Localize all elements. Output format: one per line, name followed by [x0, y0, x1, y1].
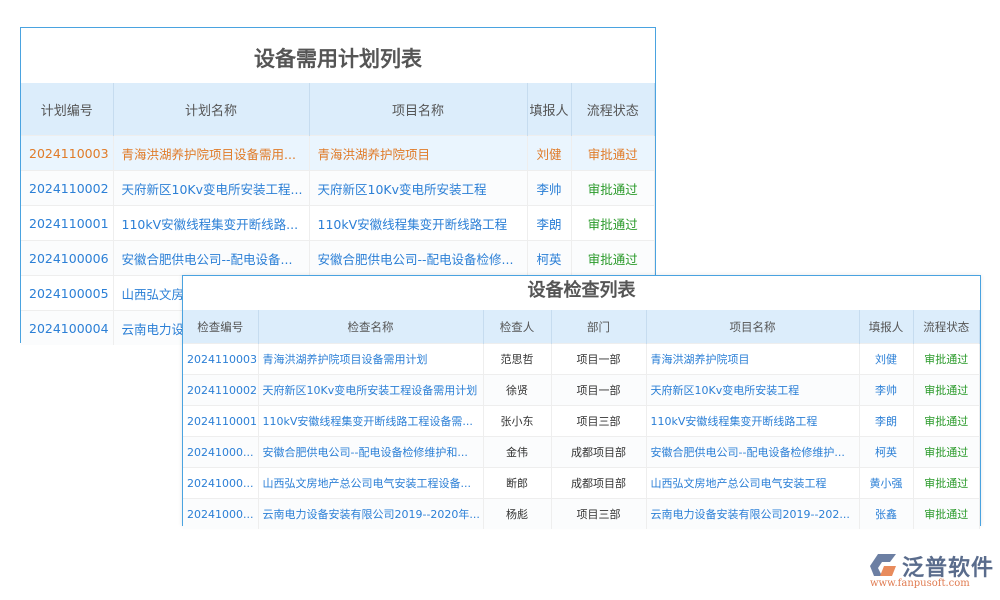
table-cell[interactable]: 审批通过: [571, 170, 655, 206]
table-row[interactable]: 2024110001 110kV安徽线程集变开断线路工程设备需... 张小东 项目三部…: [183, 405, 980, 437]
table-cell[interactable]: 李帅: [859, 374, 914, 406]
table-cell: 项目三部: [551, 405, 647, 437]
table-cell: 张小东: [483, 405, 552, 437]
table-cell[interactable]: 安徽合肥供电公司--配电设备检修维护和...: [258, 436, 484, 468]
table-row[interactable]: 2024110003 青海洪湖养护院项目设备需用... 青海洪湖养护院项目 刘健 审批通…: [21, 135, 655, 171]
table-cell[interactable]: 审批通过: [913, 405, 980, 437]
plan-list-title: 设备需用计划列表: [254, 47, 422, 71]
table-cell[interactable]: 2024110003: [183, 343, 259, 375]
table-cell[interactable]: 山西弘文房地产总公司电气安装工程: [646, 467, 860, 499]
table-cell[interactable]: 110kV安徽线程集变开断线路工程: [309, 205, 528, 241]
table-cell[interactable]: 审批通过: [571, 240, 655, 276]
table-cell[interactable]: 审批通过: [571, 205, 655, 241]
table-cell[interactable]: 青海洪湖养护院项目设备需用计划: [258, 343, 484, 375]
table-cell[interactable]: 天府新区10Kv变电所安装工程...: [113, 170, 310, 206]
table-cell[interactable]: 青海洪湖养护院项目: [309, 135, 528, 171]
column-header[interactable]: 计划名称: [113, 83, 310, 136]
table-cell[interactable]: 110kV安徽线程集变开断线路...: [113, 205, 310, 241]
table-cell[interactable]: 2024100005: [21, 275, 114, 311]
table-row[interactable]: 20241000... 安徽合肥供电公司--配电设备检修维护和... 金伟 成都项目部…: [183, 436, 980, 468]
table-cell[interactable]: 黄小强: [859, 467, 914, 499]
table-cell[interactable]: 张鑫: [859, 498, 914, 529]
table-cell: 项目一部: [551, 343, 647, 375]
logo-name: 泛普软件: [902, 556, 995, 581]
table-cell[interactable]: 20241000...: [183, 436, 259, 468]
column-header[interactable]: 检查名称: [258, 310, 484, 344]
table-cell[interactable]: 青海洪湖养护院项目: [646, 343, 860, 375]
table-cell: 项目三部: [551, 498, 647, 529]
column-header[interactable]: 部门: [551, 310, 647, 344]
column-header[interactable]: 检查人: [483, 310, 552, 344]
table-cell[interactable]: 审批通过: [913, 467, 980, 499]
column-header[interactable]: 项目名称: [646, 310, 860, 344]
table-row[interactable]: 2024110002 天府新区10Kv变电所安装工程... 天府新区10Kv变电所安…: [21, 170, 655, 206]
table-cell[interactable]: 2024100006: [21, 240, 114, 276]
table-cell[interactable]: 2024110003: [21, 135, 114, 171]
table-cell[interactable]: 安徽合肥供电公司--配电设备检修维护...: [646, 436, 860, 468]
check-table: 检查编号 检查名称 检查人 部门 项目名称 填报人 流程状态 2024110003 青海洪湖养护…: [183, 310, 980, 529]
fanpusoft-logo: 泛普软件 www.fanpusoft.com: [870, 550, 995, 595]
table-cell[interactable]: 审批通过: [913, 374, 980, 406]
table-row[interactable]: 2024110001 110kV安徽线程集变开断线路... 110kV安徽线程集变开…: [21, 205, 655, 241]
table-cell[interactable]: 云南电力设备安装有限公司2019--2020年...: [258, 498, 484, 529]
table-cell: 成都项目部: [551, 436, 647, 468]
table-cell[interactable]: 审批通过: [571, 135, 655, 171]
table-cell[interactable]: 110kV安徽线程集变开断线路工程设备需...: [258, 405, 484, 437]
table-cell[interactable]: 青海洪湖养护院项目设备需用...: [113, 135, 310, 171]
table-cell: 成都项目部: [551, 467, 647, 499]
column-header[interactable]: 项目名称: [309, 83, 528, 136]
table-cell: 项目一部: [551, 374, 647, 406]
table-cell: 断郎: [483, 467, 552, 499]
logo-icon: [870, 554, 896, 576]
table-cell[interactable]: 天府新区10Kv变电所安装工程设备需用计划: [258, 374, 484, 406]
table-cell[interactable]: 刘健: [527, 135, 572, 171]
table-cell[interactable]: 安徽合肥供电公司--配电设备...: [113, 240, 310, 276]
table-cell[interactable]: 云南电力设备安装有限公司2019--202...: [646, 498, 860, 529]
table-cell[interactable]: 20241000...: [183, 467, 259, 499]
table-cell[interactable]: 2024110001: [21, 205, 114, 241]
table-cell[interactable]: 2024100004: [21, 310, 114, 345]
table-cell: 杨彪: [483, 498, 552, 529]
table-cell[interactable]: 审批通过: [913, 343, 980, 375]
table-cell[interactable]: 审批通过: [913, 436, 980, 468]
table-cell[interactable]: 2024110002: [183, 374, 259, 406]
table-cell[interactable]: 20241000...: [183, 498, 259, 529]
table-cell[interactable]: 刘健: [859, 343, 914, 375]
table-cell[interactable]: 天府新区10Kv变电所安装工程: [646, 374, 860, 406]
table-cell[interactable]: 李朗: [527, 205, 572, 241]
table-cell[interactable]: 天府新区10Kv变电所安装工程: [309, 170, 528, 206]
table-cell[interactable]: 110kV安徽线程集变开断线路工程: [646, 405, 860, 437]
column-header[interactable]: 计划编号: [21, 83, 114, 136]
table-cell[interactable]: 审批通过: [913, 498, 980, 529]
table-row[interactable]: 2024110003 青海洪湖养护院项目设备需用计划 范思哲 项目一部 青海洪湖养护院项…: [183, 343, 980, 375]
table-cell[interactable]: 山西弘文房地产总公司电气安装工程设备...: [258, 467, 484, 499]
table-cell[interactable]: 安徽合肥供电公司--配电设备检修...: [309, 240, 528, 276]
table-row[interactable]: 2024100006 安徽合肥供电公司--配电设备... 安徽合肥供电公司--配电设…: [21, 240, 655, 276]
table-cell[interactable]: 柯英: [527, 240, 572, 276]
table-row[interactable]: 2024110002 天府新区10Kv变电所安装工程设备需用计划 徐贤 项目一部 天府新…: [183, 374, 980, 406]
table-cell: 金伟: [483, 436, 552, 468]
table-row[interactable]: 20241000... 云南电力设备安装有限公司2019--2020年... 杨彪项…: [183, 498, 980, 529]
column-header[interactable]: 填报人: [859, 310, 914, 344]
table-cell[interactable]: 李帅: [527, 170, 572, 206]
table-cell: 徐贤: [483, 374, 552, 406]
check-list-title: 设备检查列表: [527, 280, 636, 301]
table-row[interactable]: 20241000... 山西弘文房地产总公司电气安装工程设备... 断郎 成都项目部山…: [183, 467, 980, 499]
logo-url: www.fanpusoft.com: [870, 578, 970, 589]
check-list-panel: 设备检查列表 检查编号 检查名称 检查人 部门 项目名称 填报人 流程状态 202411000…: [182, 275, 981, 529]
table-cell[interactable]: 2024110001: [183, 405, 259, 437]
column-header[interactable]: 填报人: [527, 83, 572, 136]
column-header[interactable]: 检查编号: [183, 310, 259, 344]
column-header[interactable]: 流程状态: [571, 83, 655, 136]
table-cell: 范思哲: [483, 343, 552, 375]
table-cell[interactable]: 柯英: [859, 436, 914, 468]
table-cell[interactable]: 李朗: [859, 405, 914, 437]
column-header[interactable]: 流程状态: [913, 310, 980, 344]
table-cell[interactable]: 2024110002: [21, 170, 114, 206]
